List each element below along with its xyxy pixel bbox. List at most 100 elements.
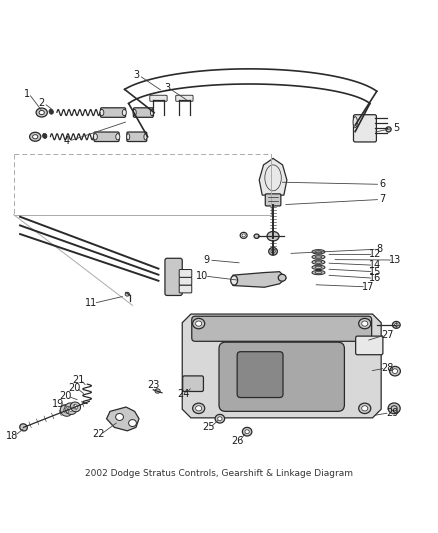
FancyBboxPatch shape bbox=[127, 132, 147, 142]
Ellipse shape bbox=[196, 406, 202, 411]
Ellipse shape bbox=[116, 414, 124, 421]
Ellipse shape bbox=[39, 110, 44, 115]
Polygon shape bbox=[259, 158, 287, 195]
Ellipse shape bbox=[392, 321, 400, 328]
FancyBboxPatch shape bbox=[94, 132, 119, 142]
Text: 22: 22 bbox=[92, 429, 105, 439]
Ellipse shape bbox=[254, 234, 259, 238]
Ellipse shape bbox=[125, 292, 130, 296]
Polygon shape bbox=[233, 272, 286, 287]
Ellipse shape bbox=[359, 318, 371, 329]
FancyBboxPatch shape bbox=[179, 277, 192, 285]
Ellipse shape bbox=[116, 134, 120, 140]
Ellipse shape bbox=[389, 366, 400, 376]
Ellipse shape bbox=[218, 417, 222, 421]
Text: 14: 14 bbox=[369, 260, 381, 270]
Ellipse shape bbox=[133, 109, 136, 116]
Ellipse shape bbox=[64, 408, 69, 413]
Ellipse shape bbox=[127, 134, 130, 140]
Ellipse shape bbox=[93, 134, 97, 140]
Text: 16: 16 bbox=[369, 273, 381, 283]
Text: 20: 20 bbox=[59, 391, 72, 401]
Text: 7: 7 bbox=[379, 195, 385, 205]
Text: 25: 25 bbox=[202, 422, 215, 432]
Text: 2002 Dodge Stratus Controls, Gearshift & Linkage Diagram: 2002 Dodge Stratus Controls, Gearshift &… bbox=[85, 470, 353, 479]
Ellipse shape bbox=[122, 109, 126, 116]
FancyBboxPatch shape bbox=[356, 336, 383, 355]
Ellipse shape bbox=[269, 247, 277, 255]
Ellipse shape bbox=[312, 249, 325, 254]
Text: 12: 12 bbox=[369, 249, 382, 260]
Ellipse shape bbox=[196, 321, 202, 326]
Text: 6: 6 bbox=[379, 179, 385, 189]
Text: 24: 24 bbox=[177, 389, 190, 399]
Ellipse shape bbox=[312, 255, 325, 259]
Text: 28: 28 bbox=[381, 363, 394, 373]
Ellipse shape bbox=[388, 403, 400, 414]
FancyBboxPatch shape bbox=[150, 95, 167, 101]
Ellipse shape bbox=[42, 133, 47, 139]
Ellipse shape bbox=[68, 406, 74, 411]
FancyBboxPatch shape bbox=[265, 194, 281, 206]
Ellipse shape bbox=[395, 324, 398, 326]
Ellipse shape bbox=[242, 427, 252, 436]
Ellipse shape bbox=[65, 403, 77, 415]
Ellipse shape bbox=[73, 405, 78, 409]
Ellipse shape bbox=[312, 265, 325, 270]
Text: 9: 9 bbox=[204, 255, 210, 265]
Ellipse shape bbox=[150, 109, 154, 116]
Text: 10: 10 bbox=[196, 271, 208, 281]
Ellipse shape bbox=[362, 406, 368, 411]
FancyBboxPatch shape bbox=[219, 342, 344, 411]
Polygon shape bbox=[182, 314, 381, 418]
Text: 11: 11 bbox=[85, 298, 98, 308]
FancyBboxPatch shape bbox=[134, 108, 153, 117]
Ellipse shape bbox=[193, 318, 205, 329]
Ellipse shape bbox=[392, 369, 398, 374]
Text: 18: 18 bbox=[6, 431, 18, 441]
Ellipse shape bbox=[71, 402, 81, 412]
Ellipse shape bbox=[36, 108, 47, 117]
Text: 13: 13 bbox=[389, 255, 402, 265]
Ellipse shape bbox=[30, 132, 41, 141]
Text: 4: 4 bbox=[64, 136, 70, 146]
Text: 8: 8 bbox=[376, 244, 382, 254]
FancyBboxPatch shape bbox=[183, 376, 203, 391]
Ellipse shape bbox=[20, 424, 27, 431]
Ellipse shape bbox=[353, 117, 357, 127]
FancyBboxPatch shape bbox=[176, 95, 193, 101]
Ellipse shape bbox=[231, 276, 237, 285]
Text: 15: 15 bbox=[369, 266, 382, 277]
Ellipse shape bbox=[359, 403, 371, 414]
Ellipse shape bbox=[312, 270, 325, 274]
Ellipse shape bbox=[386, 127, 391, 132]
FancyBboxPatch shape bbox=[179, 270, 192, 277]
Text: 5: 5 bbox=[393, 123, 399, 133]
Text: 23: 23 bbox=[147, 381, 159, 390]
Polygon shape bbox=[106, 407, 139, 431]
Ellipse shape bbox=[245, 430, 249, 434]
Text: 1: 1 bbox=[24, 88, 30, 99]
Text: 2: 2 bbox=[39, 98, 45, 108]
Ellipse shape bbox=[193, 403, 205, 414]
Ellipse shape bbox=[362, 321, 368, 326]
Ellipse shape bbox=[312, 260, 325, 264]
Ellipse shape bbox=[267, 231, 279, 241]
FancyBboxPatch shape bbox=[165, 259, 182, 295]
Text: 3: 3 bbox=[134, 70, 140, 80]
FancyBboxPatch shape bbox=[237, 352, 283, 398]
Ellipse shape bbox=[129, 419, 136, 426]
FancyBboxPatch shape bbox=[192, 316, 372, 341]
Ellipse shape bbox=[60, 405, 72, 416]
Text: 29: 29 bbox=[386, 408, 398, 418]
FancyBboxPatch shape bbox=[100, 108, 126, 117]
Ellipse shape bbox=[100, 109, 104, 116]
Ellipse shape bbox=[155, 389, 160, 393]
Text: 19: 19 bbox=[52, 399, 64, 409]
Ellipse shape bbox=[144, 134, 147, 140]
Text: 21: 21 bbox=[72, 375, 85, 385]
Ellipse shape bbox=[278, 274, 286, 281]
Ellipse shape bbox=[32, 135, 38, 139]
FancyBboxPatch shape bbox=[353, 115, 376, 142]
Text: 27: 27 bbox=[381, 330, 394, 340]
